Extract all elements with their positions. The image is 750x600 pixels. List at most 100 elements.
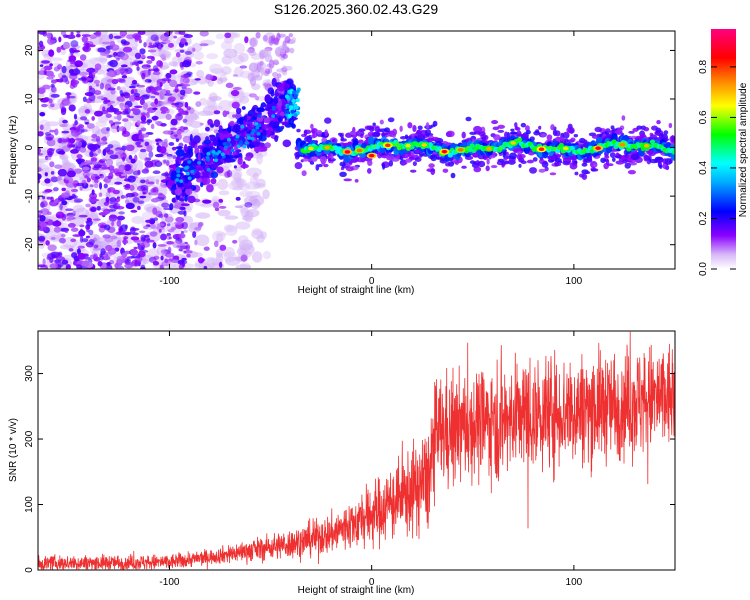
heatmap-cell bbox=[179, 89, 186, 96]
heatmap-cell bbox=[301, 170, 307, 177]
heatmap-cell bbox=[101, 166, 111, 170]
heatmap-cell bbox=[235, 196, 241, 201]
heatmap-cell bbox=[75, 182, 85, 187]
heatmap-cell bbox=[226, 110, 230, 115]
heatmap-cell bbox=[165, 113, 172, 121]
heatmap-cell bbox=[117, 230, 126, 235]
heatmap-cell bbox=[538, 125, 542, 130]
x-tick-label: -100 bbox=[159, 577, 179, 588]
heatmap-cell bbox=[72, 210, 76, 215]
heatmap-cell bbox=[56, 46, 62, 53]
heatmap-cell bbox=[120, 39, 127, 45]
heatmap-cell bbox=[477, 160, 486, 168]
heatmap-cell bbox=[488, 155, 496, 159]
heatmap-cell bbox=[54, 128, 59, 136]
figure-title: S126.2025.360.02.43.G29 bbox=[274, 1, 438, 17]
heatmap-cell bbox=[105, 196, 110, 204]
heatmap-cell bbox=[140, 127, 147, 132]
heatmap-cell bbox=[262, 128, 267, 137]
heatmap-cell bbox=[510, 128, 515, 132]
heatmap-cell bbox=[92, 218, 101, 221]
heatmap-cell bbox=[71, 78, 76, 86]
heatmap-cell bbox=[183, 175, 189, 184]
heatmap-cell bbox=[170, 259, 180, 264]
heatmap-cell bbox=[131, 62, 136, 66]
heatmap-cell bbox=[143, 41, 147, 48]
heatmap-cell bbox=[114, 262, 119, 269]
heatmap-cell bbox=[103, 183, 108, 189]
heatmap-cell bbox=[485, 165, 490, 172]
heatmap-cell bbox=[193, 135, 201, 144]
heatmap-cell bbox=[309, 161, 315, 165]
heatmap-cell bbox=[330, 152, 334, 160]
heatmap-cell bbox=[50, 83, 55, 88]
heatmap-cell bbox=[70, 149, 79, 154]
heatmap-cell bbox=[184, 166, 189, 170]
heatmap-cell bbox=[108, 70, 114, 77]
heatmap-cell bbox=[118, 164, 126, 172]
heatmap-cell bbox=[72, 123, 76, 130]
heatmap-cell bbox=[247, 136, 252, 140]
heatmap-cell bbox=[184, 146, 189, 150]
heatmap-cell bbox=[212, 137, 218, 147]
heatmap-cell bbox=[173, 35, 178, 39]
heatmap-cell bbox=[184, 101, 189, 108]
heatmap-cell bbox=[190, 162, 199, 166]
heatmap-cell bbox=[225, 224, 238, 237]
heatmap-cell bbox=[255, 125, 260, 130]
heatmap-cell bbox=[164, 93, 173, 96]
heatmap-cell bbox=[339, 171, 347, 178]
y-tick-label: 300 bbox=[24, 365, 35, 382]
heatmap-cell bbox=[251, 128, 256, 133]
heatmap-cell bbox=[232, 239, 238, 244]
heatmap-cell bbox=[52, 220, 62, 227]
heatmap-cell bbox=[239, 65, 248, 69]
heatmap-cell bbox=[89, 184, 94, 188]
heatmap-cell bbox=[147, 181, 155, 185]
heatmap-cell bbox=[140, 237, 146, 242]
heatmap-cell bbox=[88, 85, 93, 90]
heatmap-cell bbox=[48, 98, 53, 104]
heatmap-cell bbox=[120, 194, 126, 199]
heatmap-cell bbox=[46, 256, 52, 260]
heatmap-cell bbox=[253, 74, 263, 81]
heatmap-cell bbox=[223, 247, 235, 258]
colorbar-tick-label: 0.6 bbox=[698, 110, 709, 124]
heatmap-cell bbox=[269, 120, 275, 128]
heatmap-cell bbox=[129, 184, 135, 191]
heatmap-cell bbox=[62, 97, 70, 106]
heatmap-cell bbox=[541, 161, 549, 168]
heatmap-cell bbox=[124, 263, 133, 269]
heatmap-cell bbox=[196, 177, 203, 183]
heatmap-cell bbox=[518, 163, 522, 168]
heatmap-cell bbox=[170, 118, 178, 126]
heatmap-cell bbox=[142, 102, 148, 110]
heatmap-cell bbox=[239, 140, 244, 144]
snr-panel: -100 0 100 0 100 200 300 Height of straight l… bbox=[8, 330, 676, 596]
heatmap-cell bbox=[86, 229, 90, 233]
heatmap-cell bbox=[45, 240, 50, 246]
heatmap-cell bbox=[315, 164, 320, 171]
heatmap-cell bbox=[134, 52, 142, 60]
heatmap-cell bbox=[180, 77, 184, 84]
heatmap-cell bbox=[295, 98, 300, 103]
heatmap-cell bbox=[81, 34, 92, 37]
heatmap-cell bbox=[200, 203, 213, 208]
heatmap-cell bbox=[199, 160, 206, 167]
heatmap-cell bbox=[223, 132, 233, 139]
heatmap-cell bbox=[46, 76, 54, 80]
heatmap-cell bbox=[573, 133, 579, 138]
heatmap-cell bbox=[96, 140, 106, 147]
heatmap-cell bbox=[670, 134, 675, 141]
heatmap-cell bbox=[78, 71, 89, 77]
heatmap-cell bbox=[207, 105, 223, 111]
heatmap-cell bbox=[229, 120, 235, 127]
heatmap-cell bbox=[180, 38, 187, 45]
heatmap-cell bbox=[184, 50, 192, 55]
heatmap-cell bbox=[529, 167, 538, 174]
heatmap-cell bbox=[140, 112, 146, 116]
heatmap-cell bbox=[159, 146, 167, 154]
heatmap-cell bbox=[62, 34, 69, 39]
heatmap-cell bbox=[510, 131, 518, 135]
